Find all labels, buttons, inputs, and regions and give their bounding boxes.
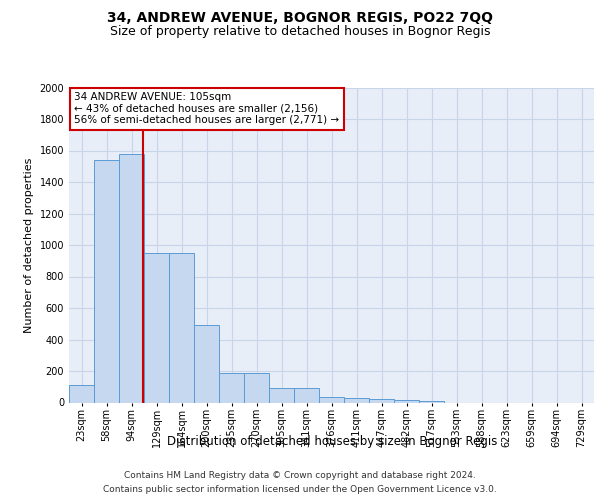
Bar <box>94 160 119 402</box>
Bar <box>144 253 169 402</box>
Bar <box>69 385 94 402</box>
Bar <box>244 374 269 402</box>
Bar <box>344 398 369 402</box>
Bar <box>194 326 219 402</box>
Bar <box>319 397 344 402</box>
Bar <box>394 400 419 402</box>
Text: 34 ANDREW AVENUE: 105sqm
← 43% of detached houses are smaller (2,156)
56% of sem: 34 ANDREW AVENUE: 105sqm ← 43% of detach… <box>74 92 340 126</box>
Text: Contains HM Land Registry data © Crown copyright and database right 2024.: Contains HM Land Registry data © Crown c… <box>124 472 476 480</box>
Text: 34, ANDREW AVENUE, BOGNOR REGIS, PO22 7QQ: 34, ANDREW AVENUE, BOGNOR REGIS, PO22 7Q… <box>107 10 493 24</box>
Y-axis label: Number of detached properties: Number of detached properties <box>24 158 34 332</box>
Text: Contains public sector information licensed under the Open Government Licence v3: Contains public sector information licen… <box>103 484 497 494</box>
Text: Size of property relative to detached houses in Bognor Regis: Size of property relative to detached ho… <box>110 24 490 38</box>
Bar <box>294 388 319 402</box>
Bar <box>269 388 294 402</box>
Bar <box>119 154 144 402</box>
Bar <box>219 374 244 402</box>
Text: Distribution of detached houses by size in Bognor Regis: Distribution of detached houses by size … <box>167 434 497 448</box>
Bar <box>369 400 394 402</box>
Bar <box>419 401 444 402</box>
Bar <box>169 253 194 402</box>
